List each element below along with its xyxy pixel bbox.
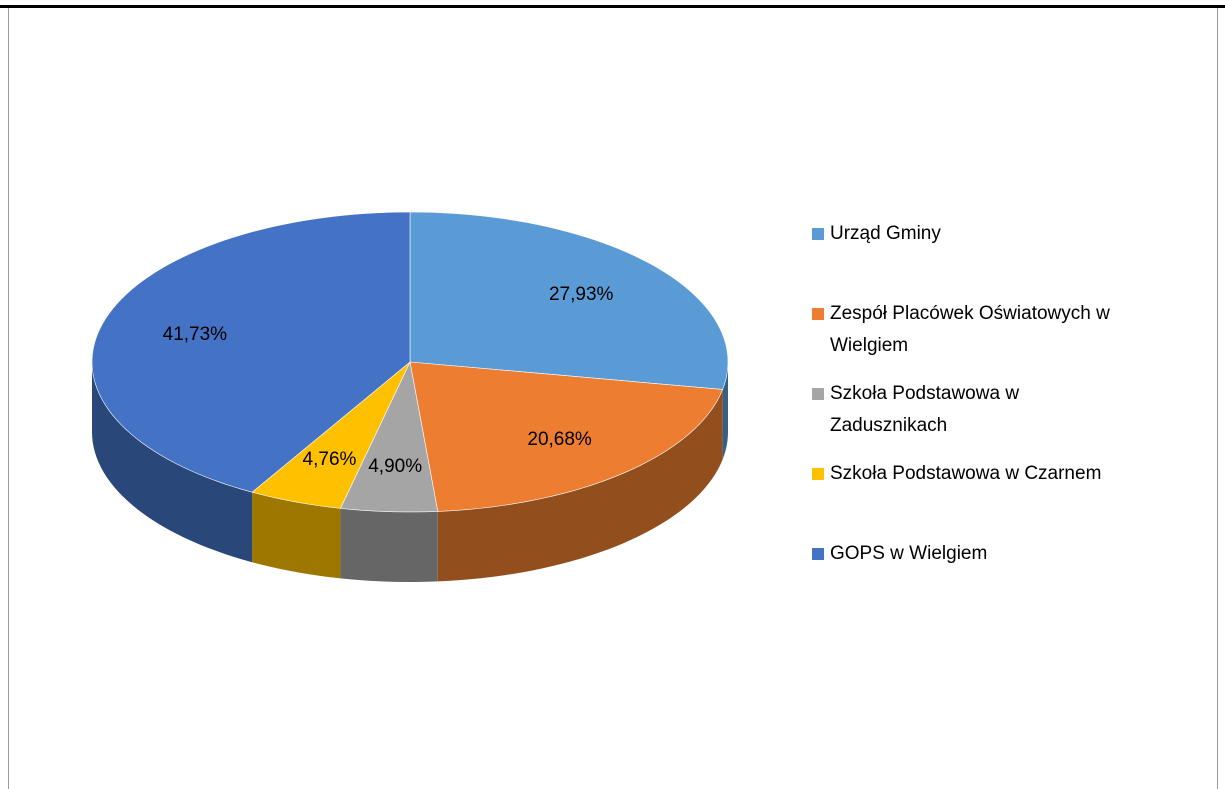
data-label: 27,93% (549, 284, 614, 305)
legend-swatch (812, 308, 824, 320)
pie-tops (91, 211, 729, 513)
legend-swatch (812, 468, 824, 480)
legend-label: Zespół Placówek Oświatowych w Wielgiem (830, 303, 1110, 356)
legend-label: Szkoła Podstawowa w Czarnem (830, 463, 1102, 484)
pie-slice (91, 211, 411, 493)
pie-slice (251, 361, 411, 509)
pie-side (252, 492, 341, 579)
legend-swatch (812, 548, 824, 560)
legend-swatch (812, 228, 824, 240)
data-labels: 27,93% 20,68% 4,90% 4,76% 41,73% (163, 284, 614, 477)
legend-label: GOPS w Wielgiem (830, 543, 988, 564)
pie-slice (409, 211, 729, 390)
legend-label: Urząd Gminy (830, 223, 941, 244)
top-border (0, 5, 1225, 8)
data-label: 4,76% (303, 449, 357, 470)
data-label: 4,90% (368, 456, 422, 477)
legend-swatch (812, 388, 824, 400)
pie-side (437, 389, 723, 582)
data-label: 20,68% (527, 429, 592, 450)
pie-slice (339, 361, 439, 513)
data-label: 41,73% (163, 324, 228, 345)
legend-label: Szkoła Podstawowa w Zadusznikach (830, 383, 1020, 436)
pie-sides (92, 362, 728, 582)
pie-slice (409, 361, 724, 512)
pie-side (340, 508, 438, 582)
pie-side (92, 362, 253, 563)
